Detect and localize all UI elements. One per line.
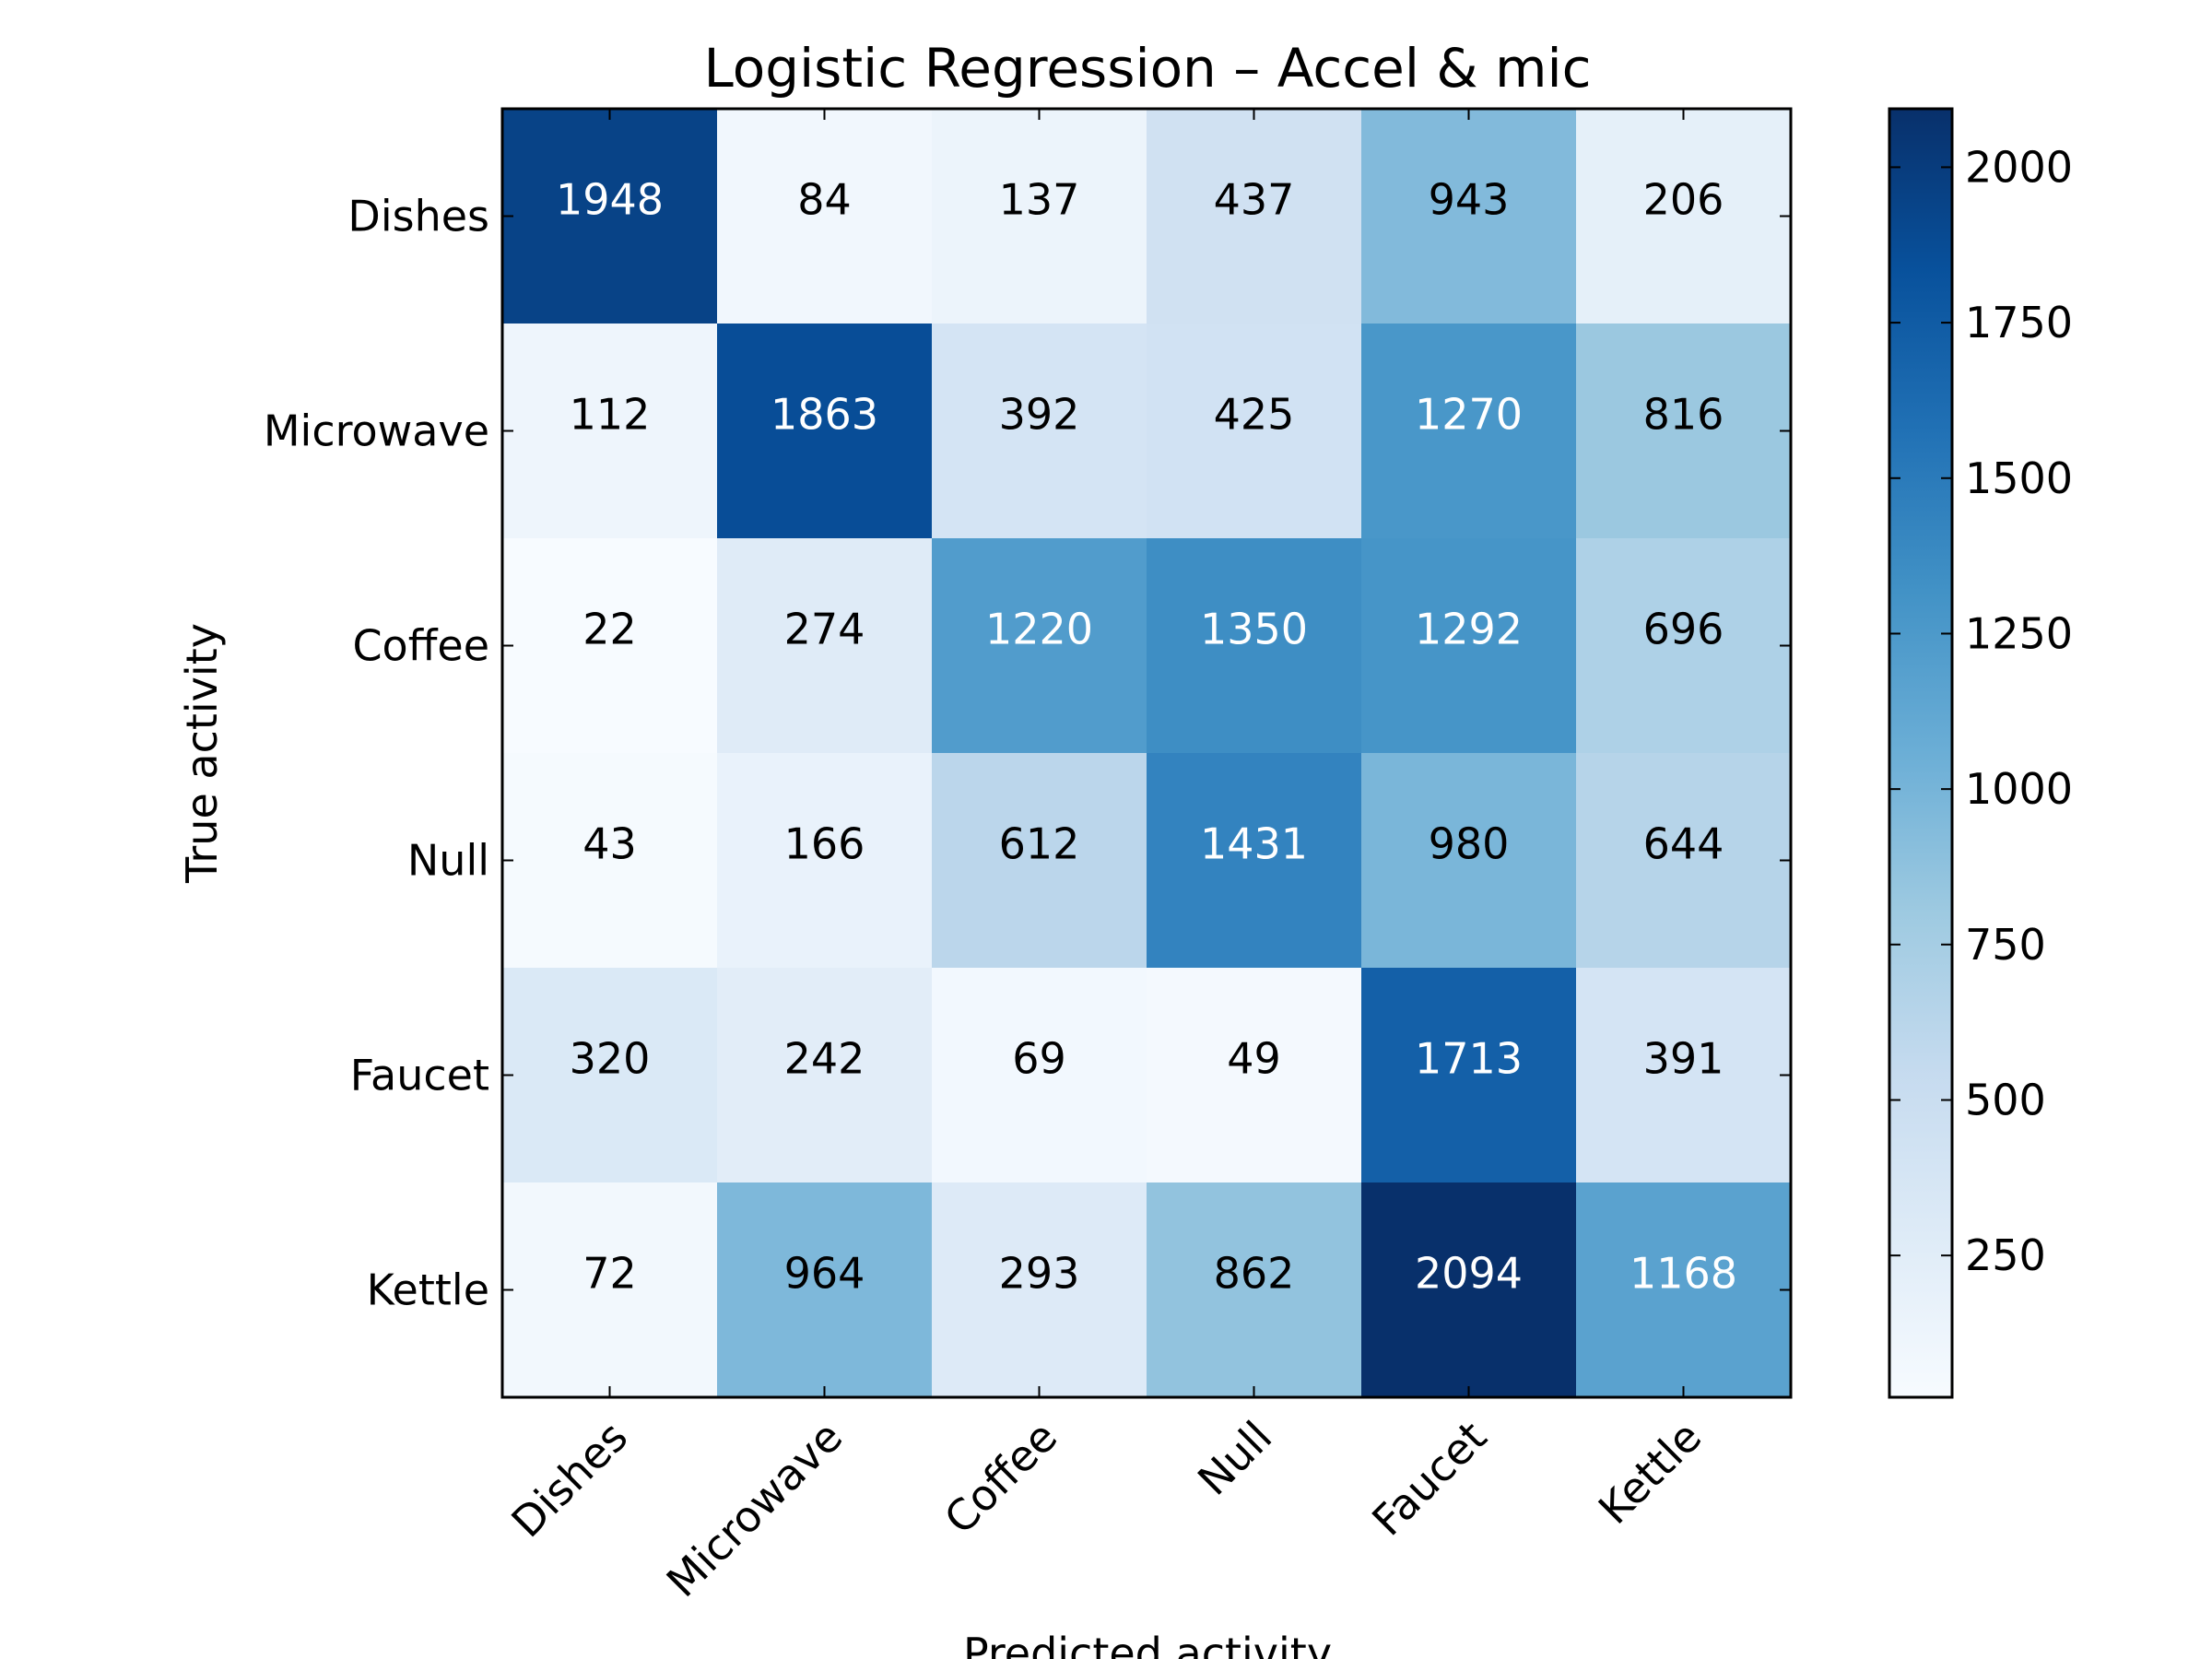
cell-value-label: 980 (1429, 819, 1510, 869)
heatmap-cell (1361, 109, 1577, 324)
heatmap-cell (1576, 1182, 1792, 1398)
cell-value-label: 137 (999, 175, 1080, 225)
heatmap-cell (717, 753, 933, 969)
cell-value-label: 425 (1214, 390, 1295, 440)
colorbar-tick-label: 250 (1965, 1230, 2046, 1280)
cell-value-label: 2094 (1415, 1249, 1523, 1299)
heatmap-cell (717, 968, 933, 1183)
cell-value-label: 49 (1227, 1034, 1281, 1084)
cell-value-label: 293 (999, 1249, 1080, 1299)
heatmap-cell (1576, 324, 1792, 539)
heatmap-cell (1361, 538, 1577, 754)
cell-value-label: 1713 (1415, 1034, 1523, 1084)
cell-value-label: 1220 (985, 605, 1093, 654)
colorbar-frame (1888, 107, 1954, 1399)
cell-value-label: 1168 (1630, 1249, 1737, 1299)
heatmap-cell (1361, 968, 1577, 1183)
heatmap-cell (932, 753, 1147, 969)
heatmap-cell (502, 753, 718, 969)
heatmap-cell (1147, 109, 1362, 324)
cell-value-label: 1270 (1415, 390, 1523, 440)
cell-value-label: 696 (1643, 605, 1724, 654)
cell-value-label: 72 (582, 1249, 637, 1299)
heatmap-cell (502, 968, 718, 1183)
heatmap-cell (717, 109, 933, 324)
x-axis-label: Predicted activity (963, 1629, 1332, 1659)
heatmap-cell (1576, 109, 1792, 324)
cell-value-label: 391 (1643, 1034, 1724, 1084)
cell-value-label: 392 (999, 390, 1080, 440)
colorbar-tick-label: 1750 (1965, 298, 2073, 347)
colorbar-tick-label: 1250 (1965, 608, 2073, 658)
heatmap-cell (932, 324, 1147, 539)
cell-value-label: 816 (1643, 390, 1724, 440)
heatmap-cell (717, 324, 933, 539)
cell-value-label: 437 (1214, 175, 1295, 225)
cell-value-label: 644 (1643, 819, 1724, 869)
colorbar-tick-label: 1500 (1965, 453, 2073, 503)
y-tick-label: Coffee (352, 621, 489, 671)
cell-value-label: 1292 (1415, 605, 1523, 654)
heatmap-cell (1576, 968, 1792, 1183)
cell-value-label: 242 (784, 1034, 865, 1084)
y-tick-label: Faucet (350, 1051, 489, 1100)
heatmap-cell (502, 324, 718, 539)
cell-value-label: 43 (582, 819, 637, 869)
cell-value-label: 320 (570, 1034, 651, 1084)
heatmap-cell (932, 968, 1147, 1183)
y-tick-label: Dishes (347, 192, 489, 241)
heatmap-cells (502, 109, 1792, 1398)
cell-value-label: 274 (784, 605, 865, 654)
y-tick-label: Microwave (264, 406, 489, 456)
heatmap-cell (1576, 538, 1792, 754)
heatmap-cell (1361, 324, 1577, 539)
colorbar-tick-label: 2000 (1965, 142, 2073, 192)
cell-value-label: 1350 (1200, 605, 1308, 654)
heatmap-cell (1147, 324, 1362, 539)
colorbar-tick-label: 1000 (1965, 764, 2073, 814)
cell-value-label: 112 (570, 390, 651, 440)
heatmap-cell (502, 1182, 718, 1398)
heatmap-cell (717, 1182, 933, 1398)
cell-value-label: 166 (784, 819, 865, 869)
heatmap-cell (1147, 538, 1362, 754)
heatmap-cell (1147, 968, 1362, 1183)
cell-value-label: 943 (1429, 175, 1510, 225)
heatmap-cell (1576, 753, 1792, 969)
colorbar-tick-label: 500 (1965, 1075, 2046, 1124)
plot-frame (500, 107, 1793, 1399)
heatmap-cell (1147, 1182, 1362, 1398)
cell-value-label: 69 (1012, 1034, 1066, 1084)
heatmap-cell (1361, 753, 1577, 969)
colorbar-gradient (1889, 109, 1952, 1397)
heatmap-cell (502, 538, 718, 754)
chart-title: Logistic Regression – Accel & mic (703, 37, 1591, 100)
cell-value-label: 1431 (1200, 819, 1308, 869)
y-tick-labels: Dishes Microwave Coffee Null Faucet Kettle (264, 192, 489, 1315)
heatmap-cell (1361, 1182, 1577, 1398)
cell-value-label: 612 (999, 819, 1080, 869)
heatmap-cell (932, 1182, 1147, 1398)
heatmap-cell (932, 538, 1147, 754)
cell-value-label: 1948 (556, 175, 664, 225)
colorbar: 250 500 750 1000 1250 1500 1750 2000 (1888, 107, 2073, 1399)
heatmap-cell (502, 109, 718, 324)
cell-value-label: 964 (784, 1249, 865, 1299)
axis-ticks (502, 109, 1791, 1397)
cell-value-label: 22 (582, 605, 637, 654)
colorbar-tick-label: 750 (1965, 920, 2046, 970)
cell-value-label: 1863 (771, 390, 878, 440)
cell-value-label: 862 (1214, 1249, 1295, 1299)
heatmap-cell (717, 538, 933, 754)
y-tick-label: Null (407, 836, 489, 886)
heatmap-cell (932, 109, 1147, 324)
cell-value-labels: 1948 84 137 437 943 206 112 1863 392 425 1270 816 22… (556, 175, 1737, 1299)
cell-value-label: 206 (1643, 175, 1724, 225)
y-tick-label: Kettle (367, 1265, 489, 1315)
y-axis-label: True activity (177, 623, 227, 884)
heatmap-cell (1147, 753, 1362, 969)
cell-value-label: 84 (797, 175, 852, 225)
